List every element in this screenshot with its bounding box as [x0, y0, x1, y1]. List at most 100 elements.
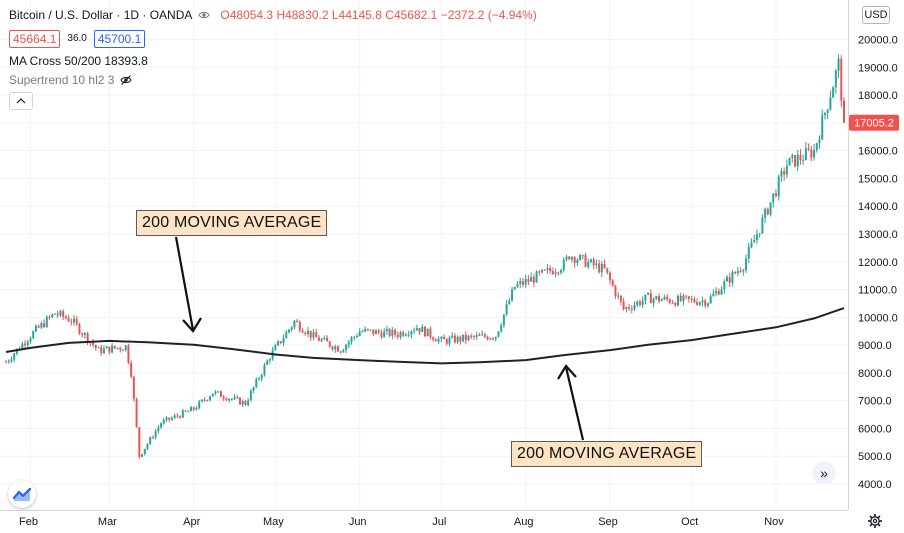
tradingview-logo-icon[interactable]: [8, 480, 36, 508]
candle-body: [693, 298, 696, 303]
candle-body: [508, 300, 511, 305]
candle-body: [543, 269, 546, 271]
eye-icon[interactable]: [198, 9, 210, 21]
candle-body: [162, 419, 165, 424]
close-label: C: [385, 8, 394, 22]
candle-body: [432, 337, 435, 340]
candle-body: [353, 336, 356, 338]
open-value: 48054.3: [229, 8, 274, 22]
candle-body: [385, 328, 388, 332]
candle-body: [655, 296, 658, 299]
candle-body: [720, 289, 723, 295]
candle-body: [723, 281, 726, 290]
candle-body: [513, 286, 516, 290]
candle-body: [369, 329, 372, 331]
candle-body: [255, 379, 258, 388]
candle-body: [258, 378, 261, 380]
candle-body: [734, 272, 737, 274]
y-tick-label: 5000.0: [858, 451, 892, 463]
candle-body: [105, 346, 108, 349]
x-tick-label: Sep: [598, 516, 618, 528]
candle-body: [456, 336, 459, 343]
candle-body: [119, 347, 122, 350]
y-tick-label: 10000.0: [858, 312, 898, 324]
high-value: 48830.2: [285, 8, 329, 22]
candle-body: [228, 398, 231, 401]
candle-body: [758, 233, 761, 235]
buy-price-button[interactable]: 45700.1: [93, 30, 146, 48]
sell-price-button[interactable]: 45664.1: [9, 30, 61, 48]
candle-body: [141, 454, 144, 457]
indicator-supertrend[interactable]: Supertrend 10 hl2 3: [9, 73, 537, 87]
candle-body: [834, 70, 837, 88]
candle-body: [614, 286, 617, 297]
eye-crossed-icon[interactable]: [120, 74, 132, 86]
candle-body: [225, 398, 228, 401]
candle-body: [396, 334, 399, 337]
annotation-arrow-bottom: [564, 366, 585, 441]
candle-body: [807, 148, 810, 150]
candle-body: [214, 391, 217, 394]
candle-body: [249, 390, 252, 401]
candle-body: [674, 302, 677, 306]
candle-body: [685, 295, 688, 297]
candle-body: [440, 336, 443, 339]
open-label: O: [220, 8, 230, 22]
currency-button[interactable]: USD: [862, 6, 890, 24]
symbol-title[interactable]: Bitcoin / U.S. Dollar · 1D · OANDA: [9, 8, 193, 22]
candle-body: [742, 270, 745, 272]
candle-body: [331, 346, 334, 350]
candle-body: [745, 258, 748, 271]
candle-body: [540, 269, 543, 273]
candle-body: [511, 289, 514, 301]
candle-body: [521, 281, 524, 285]
candle-body: [581, 255, 584, 257]
candle-body: [192, 407, 195, 410]
low-value: 44145.8: [338, 8, 382, 22]
x-tick-label: Mar: [98, 516, 117, 528]
candle-body: [628, 307, 631, 309]
candle-body: [739, 270, 742, 272]
candle-body: [266, 360, 269, 365]
candle-body: [40, 322, 43, 328]
spread-value: 36.0: [67, 33, 87, 44]
candle-body: [726, 277, 729, 282]
candle-body: [434, 339, 437, 342]
collapse-legend-button[interactable]: [9, 92, 33, 110]
y-tick-label: 12000.0: [858, 257, 898, 269]
gear-icon[interactable]: [867, 513, 883, 529]
annotation-arrows: [174, 236, 585, 441]
indicator-ma-cross[interactable]: MA Cross 50/200 18393.8: [9, 54, 148, 68]
candle-body: [647, 292, 650, 295]
candle-body: [10, 359, 13, 361]
candle-body: [701, 300, 704, 303]
last-price-tag: [849, 114, 899, 131]
candle-body: [328, 341, 331, 347]
candle-body: [638, 301, 641, 305]
candle-body: [519, 281, 522, 285]
candle-body: [657, 296, 660, 302]
candle-body: [826, 109, 829, 113]
candle-body: [783, 171, 786, 175]
scroll-to-realtime-button[interactable]: »: [812, 461, 836, 485]
x-tick-label: Aug: [514, 516, 534, 528]
candle-body: [516, 284, 519, 287]
candle-body: [37, 325, 40, 328]
candle-body: [565, 256, 568, 260]
candle-body: [606, 268, 609, 273]
candle-body: [829, 97, 832, 110]
candle-body: [143, 448, 146, 455]
candle-body: [554, 272, 557, 275]
candle-body: [222, 397, 225, 399]
candle-body: [350, 337, 353, 342]
candle-body: [198, 401, 201, 409]
candle-body: [663, 296, 666, 300]
candle-body: [668, 299, 671, 303]
candle-body: [238, 397, 241, 405]
candle-body: [320, 339, 323, 341]
candle-body: [687, 296, 690, 299]
candle-body: [247, 400, 250, 405]
chevron-up-icon: [16, 98, 26, 104]
